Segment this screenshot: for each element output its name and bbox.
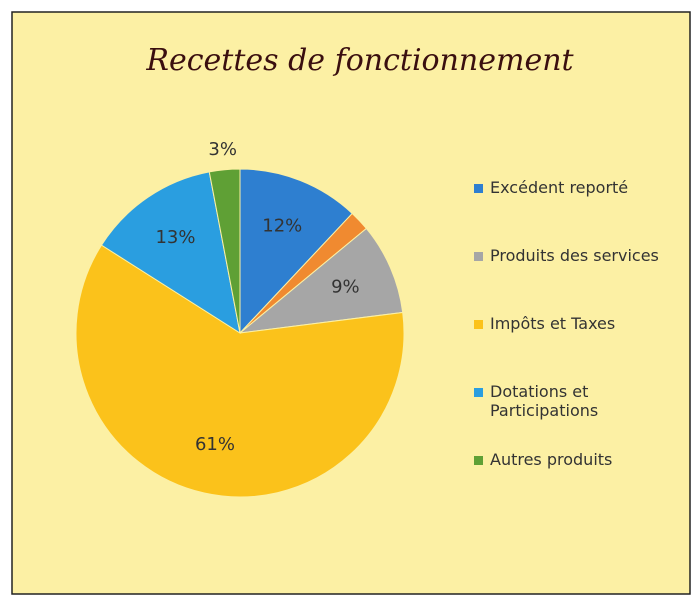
legend-label: Dotations et Participations xyxy=(490,382,599,420)
pie-slice xyxy=(75,244,405,498)
data-label: 12% xyxy=(262,215,302,236)
legend-label: Excédent reporté xyxy=(490,178,629,197)
data-label: 61% xyxy=(195,434,235,455)
legend: Excédent reporté Produits des services Imp… xyxy=(474,178,659,518)
pie-slice xyxy=(208,168,241,334)
legend-item: Dotations et Participations xyxy=(474,382,659,450)
legend-item: Impôts et Taxes xyxy=(474,314,659,382)
legend-label: Produits des services xyxy=(490,246,659,265)
legend-swatch xyxy=(474,456,483,465)
pie-slice xyxy=(238,227,404,334)
pie-slice xyxy=(100,171,241,335)
legend-label: Autres produits xyxy=(490,450,613,469)
legend-item: Produits des services xyxy=(474,246,659,314)
legend-swatch xyxy=(474,184,483,193)
data-label: 3% xyxy=(208,139,237,160)
legend-swatch xyxy=(474,388,483,397)
legend-swatch xyxy=(474,320,483,329)
data-label: 13% xyxy=(155,227,195,248)
legend-swatch xyxy=(474,252,483,261)
legend-item: Excédent reporté xyxy=(474,178,659,246)
legend-item: Autres produits xyxy=(474,450,659,518)
pie-slice xyxy=(239,168,353,335)
data-label: 9% xyxy=(331,276,360,297)
chart-title: Recettes de fonctionnement xyxy=(145,43,574,78)
legend-label: Impôts et Taxes xyxy=(490,314,616,333)
